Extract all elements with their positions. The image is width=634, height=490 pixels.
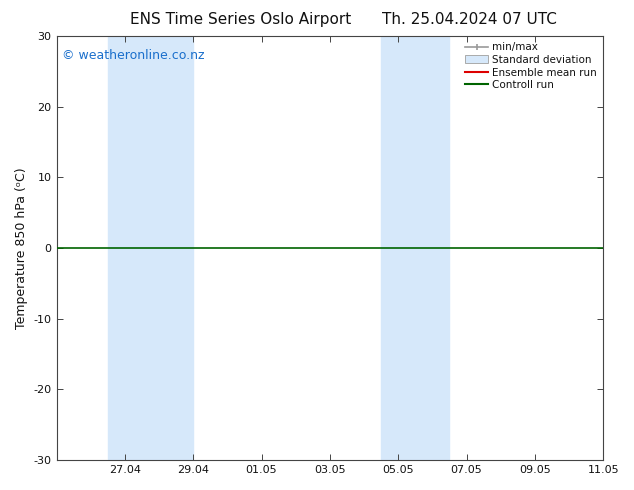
Text: ENS Time Series Oslo Airport: ENS Time Series Oslo Airport — [131, 12, 351, 27]
Bar — [108, 36, 193, 460]
Text: © weatheronline.co.nz: © weatheronline.co.nz — [62, 49, 205, 62]
Text: Th. 25.04.2024 07 UTC: Th. 25.04.2024 07 UTC — [382, 12, 557, 27]
Y-axis label: Temperature 850 hPa (ᵒC): Temperature 850 hPa (ᵒC) — [15, 167, 28, 329]
Legend: min/max, Standard deviation, Ensemble mean run, Controll run: min/max, Standard deviation, Ensemble me… — [462, 39, 600, 93]
Bar — [381, 36, 450, 460]
